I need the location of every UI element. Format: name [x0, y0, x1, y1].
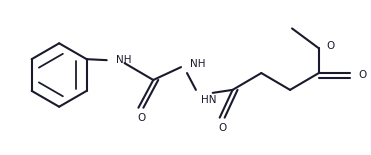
- Text: O: O: [219, 123, 227, 133]
- Text: O: O: [137, 113, 145, 123]
- Text: HN: HN: [201, 95, 216, 105]
- Text: NH: NH: [116, 55, 131, 65]
- Text: NH: NH: [190, 59, 206, 69]
- Text: O: O: [327, 41, 335, 51]
- Text: O: O: [358, 70, 367, 80]
